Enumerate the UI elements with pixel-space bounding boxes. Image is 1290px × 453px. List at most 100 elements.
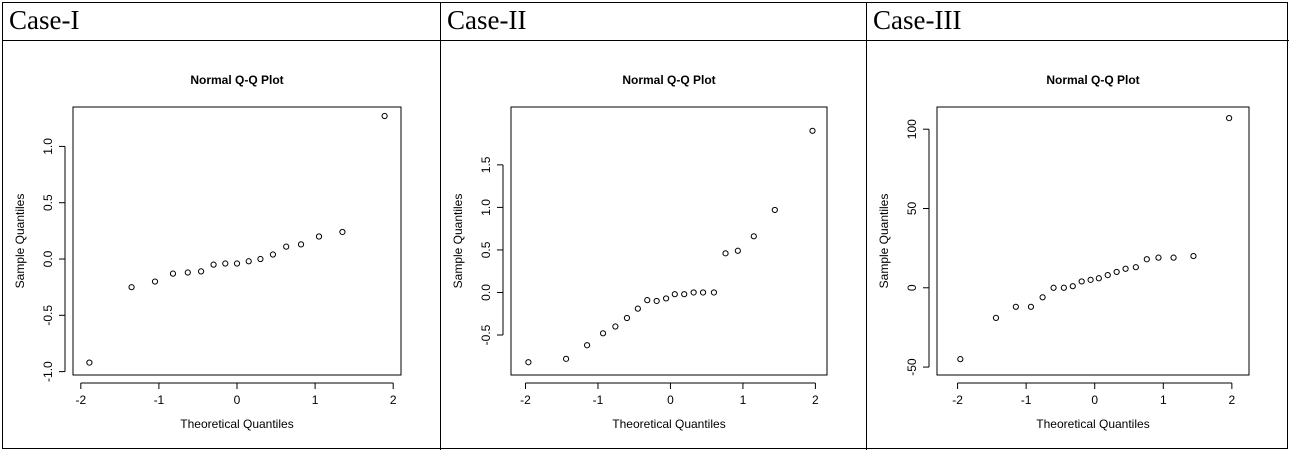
point <box>1190 252 1197 260</box>
point <box>381 112 388 120</box>
point <box>584 342 591 349</box>
point <box>562 355 570 362</box>
point <box>257 255 264 263</box>
x-axis-label: Theoretical Quantiles <box>1036 417 1149 431</box>
point <box>623 314 631 322</box>
x-tick-label: 0 <box>234 393 241 407</box>
x-tick-label: 1 <box>312 393 319 407</box>
point <box>634 305 641 312</box>
point <box>1113 268 1120 276</box>
point <box>599 330 607 337</box>
y-axis-label: Sample Quantiles <box>451 194 465 289</box>
y-tick-label: -0.5 <box>479 324 493 345</box>
chart-cell: Normal Q-Q Plot Theoretical Quantiles Samp… <box>3 41 441 450</box>
point <box>1087 276 1094 283</box>
point <box>710 289 718 296</box>
y-tick-label: 0 <box>905 284 919 291</box>
point <box>1050 284 1057 291</box>
point <box>1143 256 1150 263</box>
y-tick-label: 100 <box>905 119 919 139</box>
header-cell: Case-II <box>441 3 867 41</box>
point <box>699 289 707 296</box>
point <box>1122 265 1129 272</box>
plot-box <box>936 106 1250 376</box>
point <box>992 314 1000 322</box>
y-tick-label: 0.0 <box>41 250 55 267</box>
point <box>1060 284 1067 291</box>
x-tick-label: -1 <box>1021 393 1032 407</box>
point <box>1039 294 1046 301</box>
point <box>734 247 741 254</box>
point <box>269 251 277 258</box>
chart: Normal Q-Q Plot Theoretical Quantiles Samp… <box>451 73 828 431</box>
point <box>245 258 252 265</box>
x-tick-label: 0 <box>1091 393 1098 407</box>
header-cell: Case-III <box>867 3 1289 41</box>
chart-cell: Normal Q-Q Plot Theoretical Quantiles Samp… <box>441 41 867 450</box>
y-tick-label: 0.5 <box>479 241 493 258</box>
header-cell: Case-I <box>3 3 441 41</box>
chart-title: Normal Q-Q Plot <box>1046 73 1139 87</box>
x-tick-label: 2 <box>390 393 397 407</box>
point <box>771 206 778 214</box>
x-tick-label: 1 <box>740 393 747 407</box>
point <box>681 291 688 298</box>
point <box>128 284 135 291</box>
point <box>169 270 177 277</box>
point <box>671 291 678 298</box>
chart-title: Normal Q-Q Plot <box>622 73 715 87</box>
y-tick-label: 0.5 <box>41 194 55 211</box>
point <box>750 233 757 240</box>
point <box>315 233 323 240</box>
y-tick-label: -0.5 <box>41 305 55 326</box>
point <box>1027 303 1035 310</box>
x-tick-label: -1 <box>593 393 604 407</box>
point <box>151 278 159 285</box>
point <box>1226 115 1233 122</box>
point <box>283 243 290 250</box>
chart-cell: Normal Q-Q Plot Theoretical Quantiles Samp… <box>867 41 1289 450</box>
point <box>86 359 93 366</box>
point <box>197 268 205 275</box>
point <box>210 261 217 268</box>
point <box>297 241 305 248</box>
point <box>612 323 619 330</box>
x-axis-label: Theoretical Quantiles <box>612 417 725 431</box>
point <box>222 260 229 267</box>
y-tick-label: 0.0 <box>479 284 493 301</box>
plot-box <box>510 106 828 376</box>
x-tick-label: 1 <box>1160 393 1167 407</box>
point <box>663 295 670 302</box>
point <box>1155 254 1162 261</box>
plot-box <box>72 106 402 376</box>
x-tick-label: -2 <box>75 393 86 407</box>
point <box>525 359 532 366</box>
point <box>1012 303 1019 310</box>
point <box>1132 264 1139 271</box>
point <box>722 250 729 257</box>
x-tick-label: -2 <box>520 393 531 407</box>
y-tick-label: -1.0 <box>41 361 55 382</box>
point <box>809 127 816 134</box>
x-tick-label: -1 <box>154 393 165 407</box>
y-tick-label: 1.0 <box>41 138 55 155</box>
x-tick-label: 2 <box>1229 393 1236 407</box>
point <box>1069 283 1076 290</box>
y-tick-label: 1.5 <box>479 156 493 173</box>
point <box>957 356 964 363</box>
chart: Normal Q-Q Plot Theoretical Quantiles Samp… <box>877 73 1250 431</box>
chart-title: Normal Q-Q Plot <box>190 73 283 87</box>
point <box>233 260 241 267</box>
x-tick-label: 0 <box>667 393 674 407</box>
y-tick-label: -50 <box>905 358 919 376</box>
chart: Normal Q-Q Plot Theoretical Quantiles Samp… <box>13 73 402 431</box>
point <box>1095 275 1102 282</box>
point <box>1078 278 1085 285</box>
y-axis-label: Sample Quantiles <box>13 194 27 289</box>
point <box>184 269 191 276</box>
point <box>339 228 346 236</box>
y-tick-label: 50 <box>905 201 919 215</box>
point <box>653 297 660 305</box>
point <box>1104 271 1111 279</box>
point <box>644 297 651 304</box>
